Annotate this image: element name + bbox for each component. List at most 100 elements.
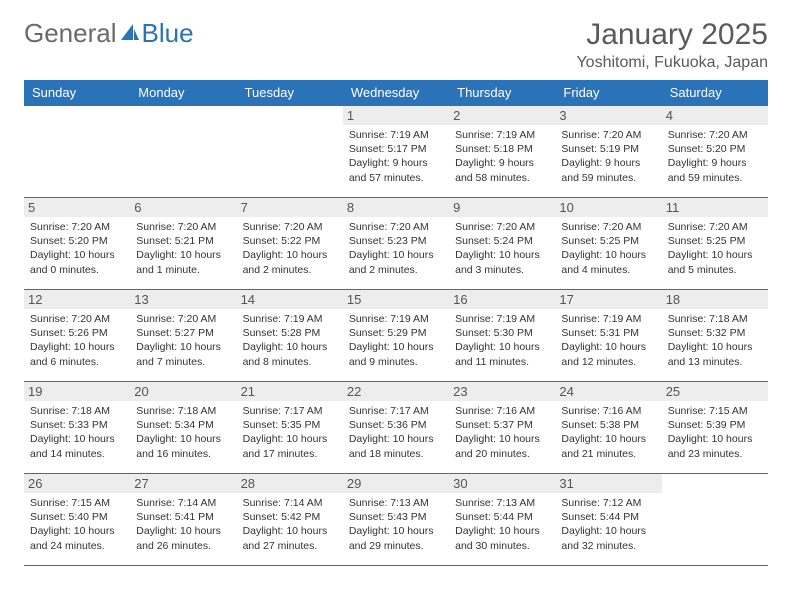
day-number: 28 <box>237 474 343 493</box>
calendar-cell: 27Sunrise: 7:14 AMSunset: 5:41 PMDayligh… <box>130 474 236 566</box>
calendar-cell: 31Sunrise: 7:12 AMSunset: 5:44 PMDayligh… <box>555 474 661 566</box>
sunrise-line: Sunrise: 7:20 AM <box>243 220 337 234</box>
sunrise-line: Sunrise: 7:18 AM <box>30 404 124 418</box>
calendar-cell: 23Sunrise: 7:16 AMSunset: 5:37 PMDayligh… <box>449 382 555 474</box>
calendar-cell: 22Sunrise: 7:17 AMSunset: 5:36 PMDayligh… <box>343 382 449 474</box>
daylight-line: Daylight: 10 hours and 29 minutes. <box>349 524 443 552</box>
sunset-line: Sunset: 5:23 PM <box>349 234 443 248</box>
daylight-line: Daylight: 9 hours and 59 minutes. <box>668 156 762 184</box>
sunrise-line: Sunrise: 7:18 AM <box>136 404 230 418</box>
sunrise-line: Sunrise: 7:20 AM <box>455 220 549 234</box>
day-header: Friday <box>555 80 661 106</box>
day-header: Sunday <box>24 80 130 106</box>
month-title: January 2025 <box>576 18 768 52</box>
day-number: 12 <box>24 290 130 309</box>
day-number: 27 <box>130 474 236 493</box>
sunrise-line: Sunrise: 7:18 AM <box>668 312 762 326</box>
day-number: 1 <box>343 106 449 125</box>
sunset-line: Sunset: 5:44 PM <box>455 510 549 524</box>
day-header-row: SundayMondayTuesdayWednesdayThursdayFrid… <box>24 80 768 106</box>
sunset-line: Sunset: 5:27 PM <box>136 326 230 340</box>
day-number: 16 <box>449 290 555 309</box>
calendar-cell <box>130 106 236 198</box>
sunset-line: Sunset: 5:20 PM <box>668 142 762 156</box>
day-number: 9 <box>449 198 555 217</box>
calendar-cell: 9Sunrise: 7:20 AMSunset: 5:24 PMDaylight… <box>449 198 555 290</box>
sunrise-line: Sunrise: 7:19 AM <box>349 312 443 326</box>
sunrise-line: Sunrise: 7:13 AM <box>455 496 549 510</box>
calendar-body: 1Sunrise: 7:19 AMSunset: 5:17 PMDaylight… <box>24 106 768 566</box>
daylight-line: Daylight: 10 hours and 4 minutes. <box>561 248 655 276</box>
day-number: 7 <box>237 198 343 217</box>
sunrise-line: Sunrise: 7:17 AM <box>349 404 443 418</box>
logo-text-general: General <box>24 18 117 49</box>
sunset-line: Sunset: 5:22 PM <box>243 234 337 248</box>
sunrise-line: Sunrise: 7:17 AM <box>243 404 337 418</box>
sunset-line: Sunset: 5:20 PM <box>30 234 124 248</box>
day-number: 5 <box>24 198 130 217</box>
calendar-row: 19Sunrise: 7:18 AMSunset: 5:33 PMDayligh… <box>24 382 768 474</box>
calendar-cell <box>237 106 343 198</box>
daylight-line: Daylight: 10 hours and 32 minutes. <box>561 524 655 552</box>
calendar-cell: 15Sunrise: 7:19 AMSunset: 5:29 PMDayligh… <box>343 290 449 382</box>
daylight-line: Daylight: 10 hours and 0 minutes. <box>30 248 124 276</box>
calendar-cell: 8Sunrise: 7:20 AMSunset: 5:23 PMDaylight… <box>343 198 449 290</box>
sunset-line: Sunset: 5:25 PM <box>668 234 762 248</box>
day-number: 15 <box>343 290 449 309</box>
calendar-cell: 7Sunrise: 7:20 AMSunset: 5:22 PMDaylight… <box>237 198 343 290</box>
day-number: 13 <box>130 290 236 309</box>
day-number: 3 <box>555 106 661 125</box>
sunset-line: Sunset: 5:25 PM <box>561 234 655 248</box>
sunset-line: Sunset: 5:32 PM <box>668 326 762 340</box>
daylight-line: Daylight: 10 hours and 7 minutes. <box>136 340 230 368</box>
calendar-cell: 4Sunrise: 7:20 AMSunset: 5:20 PMDaylight… <box>662 106 768 198</box>
daylight-line: Daylight: 10 hours and 14 minutes. <box>30 432 124 460</box>
sunset-line: Sunset: 5:18 PM <box>455 142 549 156</box>
title-block: January 2025 Yoshitomi, Fukuoka, Japan <box>576 18 768 72</box>
sunset-line: Sunset: 5:42 PM <box>243 510 337 524</box>
sunset-line: Sunset: 5:28 PM <box>243 326 337 340</box>
logo: General Blue <box>24 18 194 49</box>
day-number: 19 <box>24 382 130 401</box>
sunrise-line: Sunrise: 7:19 AM <box>455 312 549 326</box>
sunset-line: Sunset: 5:39 PM <box>668 418 762 432</box>
calendar-cell: 14Sunrise: 7:19 AMSunset: 5:28 PMDayligh… <box>237 290 343 382</box>
calendar-cell: 29Sunrise: 7:13 AMSunset: 5:43 PMDayligh… <box>343 474 449 566</box>
sunrise-line: Sunrise: 7:16 AM <box>561 404 655 418</box>
sunrise-line: Sunrise: 7:20 AM <box>561 220 655 234</box>
day-header: Saturday <box>662 80 768 106</box>
calendar-cell: 16Sunrise: 7:19 AMSunset: 5:30 PMDayligh… <box>449 290 555 382</box>
calendar-cell: 11Sunrise: 7:20 AMSunset: 5:25 PMDayligh… <box>662 198 768 290</box>
day-number: 2 <box>449 106 555 125</box>
day-number: 21 <box>237 382 343 401</box>
calendar-cell: 2Sunrise: 7:19 AMSunset: 5:18 PMDaylight… <box>449 106 555 198</box>
daylight-line: Daylight: 10 hours and 27 minutes. <box>243 524 337 552</box>
sunset-line: Sunset: 5:40 PM <box>30 510 124 524</box>
daylight-line: Daylight: 10 hours and 11 minutes. <box>455 340 549 368</box>
calendar-cell: 10Sunrise: 7:20 AMSunset: 5:25 PMDayligh… <box>555 198 661 290</box>
calendar-row: 26Sunrise: 7:15 AMSunset: 5:40 PMDayligh… <box>24 474 768 566</box>
daylight-line: Daylight: 10 hours and 17 minutes. <box>243 432 337 460</box>
daylight-line: Daylight: 9 hours and 59 minutes. <box>561 156 655 184</box>
calendar-cell: 30Sunrise: 7:13 AMSunset: 5:44 PMDayligh… <box>449 474 555 566</box>
daylight-line: Daylight: 9 hours and 57 minutes. <box>349 156 443 184</box>
sunrise-line: Sunrise: 7:16 AM <box>455 404 549 418</box>
sunrise-line: Sunrise: 7:20 AM <box>30 220 124 234</box>
calendar-cell <box>24 106 130 198</box>
sunset-line: Sunset: 5:17 PM <box>349 142 443 156</box>
calendar-cell: 26Sunrise: 7:15 AMSunset: 5:40 PMDayligh… <box>24 474 130 566</box>
calendar-cell <box>662 474 768 566</box>
calendar-cell: 13Sunrise: 7:20 AMSunset: 5:27 PMDayligh… <box>130 290 236 382</box>
logo-text-blue: Blue <box>142 18 194 49</box>
day-header: Monday <box>130 80 236 106</box>
location: Yoshitomi, Fukuoka, Japan <box>576 54 768 72</box>
sunset-line: Sunset: 5:43 PM <box>349 510 443 524</box>
sunrise-line: Sunrise: 7:13 AM <box>349 496 443 510</box>
logo-sail-icon <box>119 22 141 42</box>
header: General Blue January 2025 Yoshitomi, Fuk… <box>24 18 768 72</box>
sunset-line: Sunset: 5:36 PM <box>349 418 443 432</box>
calendar-row: 12Sunrise: 7:20 AMSunset: 5:26 PMDayligh… <box>24 290 768 382</box>
calendar-cell: 5 Sunrise: 7:20 AMSunset: 5:20 PMDaylight… <box>24 198 130 290</box>
daylight-line: Daylight: 10 hours and 9 minutes. <box>349 340 443 368</box>
day-number: 14 <box>237 290 343 309</box>
